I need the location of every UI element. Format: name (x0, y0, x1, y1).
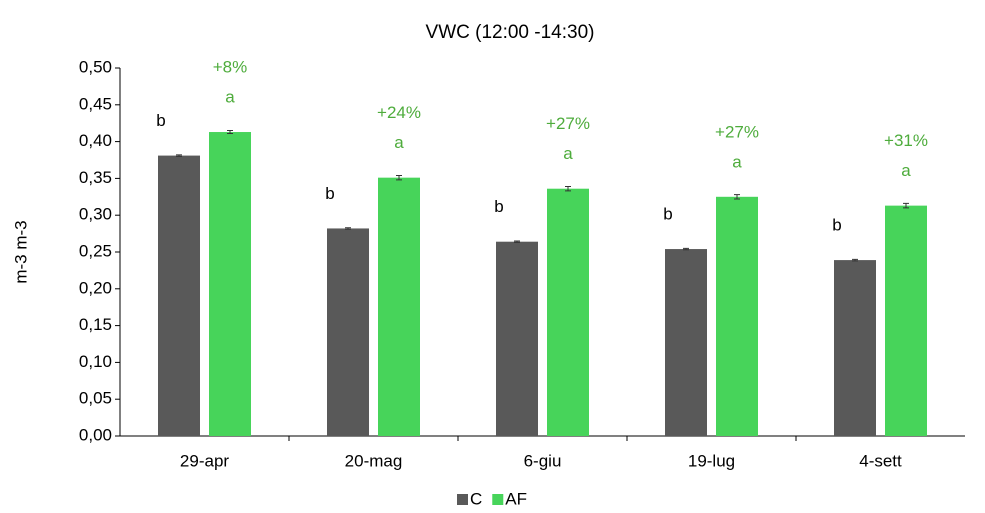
error-bar (396, 174, 402, 181)
significance-letter: a (732, 152, 742, 171)
error-bar (176, 154, 182, 157)
y-tick-label: 0,30 (79, 205, 112, 224)
error-bar (683, 247, 689, 251)
error-bar (514, 240, 520, 243)
significance-letter: b (325, 184, 334, 203)
legend-label: C (470, 489, 482, 508)
bar (327, 228, 369, 436)
y-tick-label: 0,25 (79, 241, 112, 260)
bar (158, 155, 200, 437)
x-tick-label: 6-giu (524, 451, 562, 470)
percent-label: +31% (884, 131, 928, 150)
bar (665, 249, 707, 436)
x-tick-label: 4-sett (859, 451, 902, 470)
error-bar (227, 130, 233, 135)
percent-label: +24% (377, 103, 421, 122)
bar (885, 205, 927, 436)
y-tick-label: 0,00 (79, 425, 112, 444)
significance-letter: a (563, 144, 573, 163)
y-tick-label: 0,15 (79, 315, 112, 334)
significance-letter: a (225, 88, 235, 107)
error-bar (565, 185, 571, 192)
error-bar (734, 194, 740, 200)
x-tick-label: 29-apr (180, 451, 229, 470)
x-tick-label: 19-lug (688, 451, 735, 470)
percent-label: +27% (715, 122, 759, 141)
bar (496, 241, 538, 436)
error-bar (903, 202, 909, 209)
legend-swatch (457, 494, 468, 505)
y-axis-label: m-3 m-3 (11, 220, 30, 283)
y-tick-label: 0,05 (79, 389, 112, 408)
significance-letter: b (832, 216, 841, 235)
y-tick-label: 0,10 (79, 352, 112, 371)
bar (378, 177, 420, 436)
error-bar (852, 258, 858, 262)
significance-letter: b (494, 197, 503, 216)
error-bar (345, 227, 351, 230)
bar (834, 260, 876, 436)
percent-label: +27% (546, 114, 590, 133)
bar (209, 132, 251, 437)
y-tick-label: 0,20 (79, 278, 112, 297)
chart-title: VWC (12:00 -14:30) (426, 22, 595, 43)
y-tick-label: 0,40 (79, 131, 112, 150)
significance-letter: a (394, 133, 404, 152)
bar (547, 188, 589, 436)
significance-letter: b (663, 205, 672, 224)
significance-letter: b (156, 111, 165, 130)
bar (716, 196, 758, 436)
y-tick-label: 0,35 (79, 168, 112, 187)
y-tick-label: 0,45 (79, 94, 112, 113)
percent-label: +8% (213, 58, 248, 77)
x-tick-label: 20-mag (345, 451, 403, 470)
y-tick-label: 0,50 (79, 57, 112, 76)
legend-swatch (492, 494, 504, 505)
legend-label: AF (505, 489, 527, 508)
significance-letter: a (901, 161, 911, 180)
